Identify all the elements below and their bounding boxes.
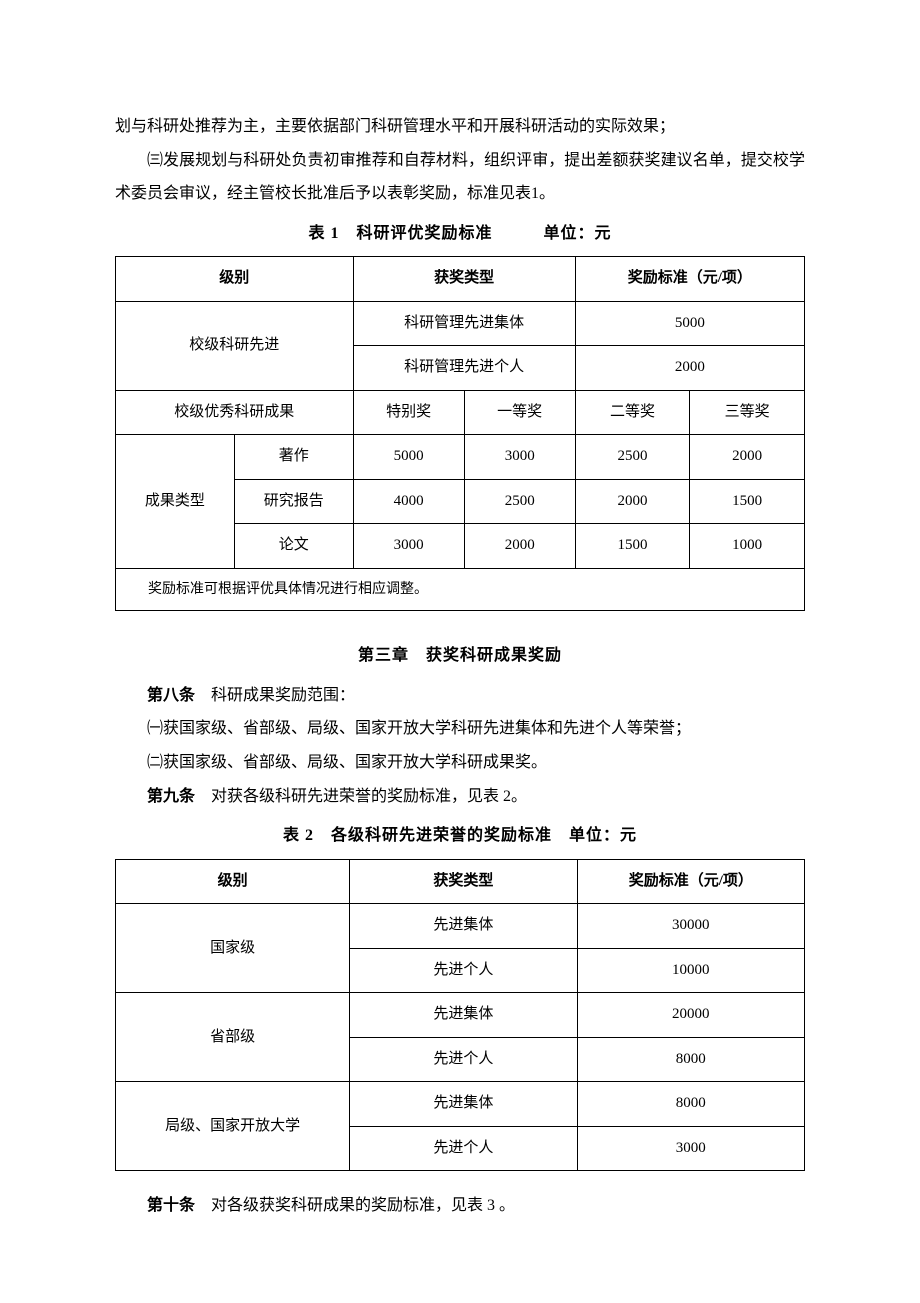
- cell-adv-collective: 先进集体: [350, 1082, 577, 1127]
- table2-caption: 表 2 各级科研先进荣誉的奖励标准 单位：元: [115, 819, 805, 853]
- table1-note: 奖励标准可根据评优具体情况进行相应调整。: [116, 568, 805, 610]
- cell-value: 2000: [575, 479, 690, 524]
- table-row: 奖励标准可根据评优具体情况进行相应调整。: [116, 568, 805, 610]
- table1: 级别 获奖类型 奖励标准（元/项） 校级科研先进 科研管理先进集体 5000 科…: [115, 256, 805, 611]
- chapter3-title: 第三章 获奖科研成果奖励: [115, 639, 805, 673]
- cell-national: 国家级: [116, 904, 350, 993]
- cell-mgmt-individual: 科研管理先进个人: [353, 346, 575, 391]
- table2: 级别 获奖类型 奖励标准（元/项） 国家级 先进集体 30000 先进个人 10…: [115, 859, 805, 1172]
- cell-value: 3000: [464, 435, 575, 480]
- cell-value: 2500: [575, 435, 690, 480]
- cell-book: 著作: [234, 435, 353, 480]
- cell-adv-individual: 先进个人: [350, 948, 577, 993]
- cell-adv-individual: 先进个人: [350, 1126, 577, 1171]
- table2-header-type: 获奖类型: [350, 859, 577, 904]
- cell-value: 3000: [577, 1126, 804, 1171]
- article-8: 第八条 科研成果奖励范围：: [115, 679, 805, 713]
- cell-report: 研究报告: [234, 479, 353, 524]
- cell-provincial: 省部级: [116, 993, 350, 1082]
- cell-bureau-ouc: 局级、国家开放大学: [116, 1082, 350, 1171]
- table2-header-standard: 奖励标准（元/项）: [577, 859, 804, 904]
- table-row: 校级优秀科研成果 特别奖 一等奖 二等奖 三等奖: [116, 390, 805, 435]
- table-row: 成果类型 著作 5000 3000 2500 2000: [116, 435, 805, 480]
- cell-value: 2000: [690, 435, 805, 480]
- table1-caption: 表 1 科研评优奖励标准 单位：元: [115, 217, 805, 251]
- cell-value: 8000: [577, 1082, 804, 1127]
- table-row: 国家级 先进集体 30000: [116, 904, 805, 949]
- paragraph-1: 划与科研处推荐为主，主要依据部门科研管理水平和开展科研活动的实际效果；: [115, 110, 805, 144]
- cell-mgmt-collective: 科研管理先进集体: [353, 301, 575, 346]
- cell-value: 2500: [464, 479, 575, 524]
- cell-second-award: 二等奖: [575, 390, 690, 435]
- cell-value: 2000: [575, 346, 804, 391]
- cell-adv-individual: 先进个人: [350, 1037, 577, 1082]
- article-10-label: 第十条: [147, 1197, 195, 1214]
- paragraph-2: ㈢发展规划与科研处负责初审推荐和自荐材料，组织评审，提出差额获奖建议名单，提交校…: [115, 144, 805, 211]
- cell-value: 1500: [690, 479, 805, 524]
- article-8-item-2: ㈡获国家级、省部级、局级、国家开放大学科研成果奖。: [115, 746, 805, 780]
- article-10-text: 对各级获奖科研成果的奖励标准，见表 3 。: [195, 1197, 515, 1214]
- cell-first-award: 一等奖: [464, 390, 575, 435]
- cell-value: 4000: [353, 479, 464, 524]
- table2-header-level: 级别: [116, 859, 350, 904]
- table-row: 级别 获奖类型 奖励标准（元/项）: [116, 257, 805, 302]
- table-row: 省部级 先进集体 20000: [116, 993, 805, 1038]
- cell-paper: 论文: [234, 524, 353, 569]
- cell-adv-collective: 先进集体: [350, 904, 577, 949]
- cell-special-award: 特别奖: [353, 390, 464, 435]
- cell-value: 8000: [577, 1037, 804, 1082]
- cell-value: 1500: [575, 524, 690, 569]
- table1-header-level: 级别: [116, 257, 354, 302]
- table1-header-type: 获奖类型: [353, 257, 575, 302]
- cell-result-type-group: 成果类型: [116, 435, 235, 569]
- article-10: 第十条 对各级获奖科研成果的奖励标准，见表 3 。: [115, 1189, 805, 1223]
- cell-value: 30000: [577, 904, 804, 949]
- article-9-label: 第九条: [147, 788, 195, 805]
- article-8-item-1: ㈠获国家级、省部级、局级、国家开放大学科研先进集体和先进个人等荣誉；: [115, 712, 805, 746]
- table-row: 局级、国家开放大学 先进集体 8000: [116, 1082, 805, 1127]
- cell-adv-collective: 先进集体: [350, 993, 577, 1038]
- cell-value: 5000: [353, 435, 464, 480]
- cell-value: 2000: [464, 524, 575, 569]
- article-9: 第九条 对获各级科研先进荣誉的奖励标准，见表 2。: [115, 780, 805, 814]
- cell-value: 3000: [353, 524, 464, 569]
- article-8-text: 科研成果奖励范围：: [195, 687, 355, 704]
- table-row: 校级科研先进 科研管理先进集体 5000: [116, 301, 805, 346]
- cell-school-advanced: 校级科研先进: [116, 301, 354, 390]
- cell-value: 5000: [575, 301, 804, 346]
- cell-third-award: 三等奖: [690, 390, 805, 435]
- article-9-text: 对获各级科研先进荣誉的奖励标准，见表 2。: [195, 788, 527, 805]
- cell-value: 20000: [577, 993, 804, 1038]
- table1-header-standard: 奖励标准（元/项）: [575, 257, 804, 302]
- table-row: 级别 获奖类型 奖励标准（元/项）: [116, 859, 805, 904]
- cell-value: 10000: [577, 948, 804, 993]
- cell-excellent-results: 校级优秀科研成果: [116, 390, 354, 435]
- article-8-label: 第八条: [147, 687, 195, 704]
- cell-value: 1000: [690, 524, 805, 569]
